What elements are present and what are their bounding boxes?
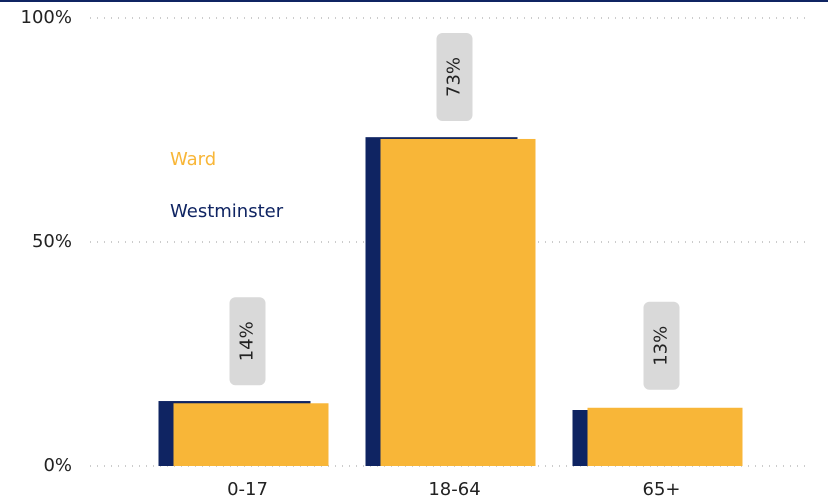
data-label: 73%: [444, 57, 465, 97]
data-label: 14%: [237, 321, 258, 361]
y-tick-label: 100%: [21, 7, 72, 28]
y-tick-label: 0%: [43, 455, 72, 476]
bar: [380, 138, 536, 466]
label-box: [229, 297, 266, 386]
label-box: [436, 32, 473, 121]
bar: [587, 407, 743, 466]
legend-label: Ward: [170, 149, 216, 170]
x-tick-label: 18-64: [428, 479, 480, 500]
bar: [173, 403, 329, 466]
x-tick-label: 0-17: [227, 479, 268, 500]
x-tick-label: 65+: [643, 479, 681, 500]
data-label: 13%: [651, 326, 672, 366]
top-border: [0, 0, 828, 2]
legend-label: Westminster: [170, 201, 284, 222]
y-tick-label: 50%: [32, 231, 72, 252]
label-box: [643, 301, 680, 390]
